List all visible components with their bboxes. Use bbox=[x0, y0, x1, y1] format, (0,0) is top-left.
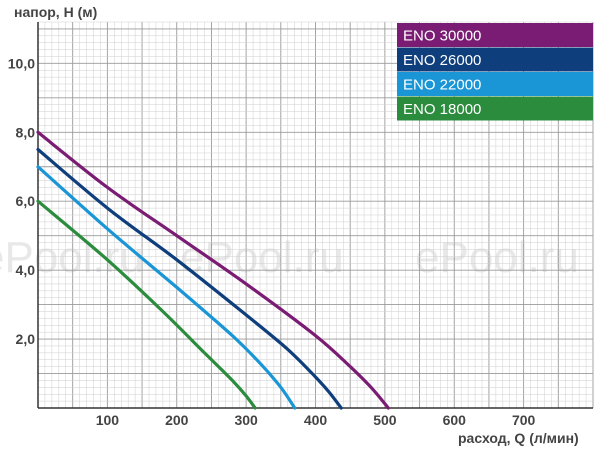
series-lines bbox=[36, 130, 390, 410]
series-line-eno-26000 bbox=[36, 147, 343, 410]
x-tick-label: 300 bbox=[234, 412, 258, 428]
series-line-eno-30000 bbox=[36, 130, 390, 410]
y-tick-label: 4,0 bbox=[16, 262, 36, 278]
axes bbox=[37, 22, 593, 409]
y-tick-label: 8,0 bbox=[16, 124, 36, 140]
y-axis-title: напор, H (м) bbox=[14, 4, 97, 20]
x-tick-label: 600 bbox=[443, 412, 467, 428]
watermark-text: ePool.ru bbox=[415, 233, 579, 282]
series-line-eno-18000 bbox=[36, 199, 257, 410]
legend-label: ENO 30000 bbox=[403, 28, 481, 45]
legend: ENO 30000 ENO 26000 ENO 22000 ENO 18000 bbox=[397, 23, 593, 121]
legend-swatch bbox=[397, 96, 593, 121]
tick-labels: 100 200 300 400 500 600 700 2,0 4,0 6,0 8,0 10,0 bbox=[8, 55, 536, 428]
legend-label: ENO 26000 bbox=[403, 52, 481, 69]
x-tick-label: 400 bbox=[304, 412, 328, 428]
legend-swatch bbox=[397, 23, 593, 47]
x-axis-title: расход, Q (л/мин) bbox=[458, 430, 579, 446]
legend-label: ENO 18000 bbox=[403, 101, 481, 118]
series-line-eno-22000 bbox=[36, 165, 297, 410]
x-tick-label: 200 bbox=[165, 412, 189, 428]
y-tick-label: 10,0 bbox=[8, 55, 35, 71]
y-tick-label: 6,0 bbox=[16, 193, 36, 209]
legend-label: ENO 22000 bbox=[403, 77, 481, 94]
x-tick-label: 100 bbox=[96, 412, 120, 428]
x-tick-label: 500 bbox=[373, 412, 397, 428]
legend-swatch bbox=[397, 72, 593, 96]
legend-swatch bbox=[397, 47, 593, 72]
y-tick-label: 2,0 bbox=[16, 331, 36, 347]
x-tick-label: 700 bbox=[512, 412, 536, 428]
